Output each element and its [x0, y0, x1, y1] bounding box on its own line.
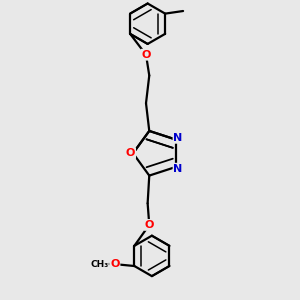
Text: N: N: [173, 164, 183, 174]
Text: O: O: [110, 260, 119, 269]
Text: O: O: [141, 50, 151, 60]
Text: O: O: [126, 148, 135, 158]
Text: N: N: [173, 133, 183, 143]
Text: CH₃: CH₃: [90, 260, 108, 269]
Text: O: O: [145, 220, 154, 230]
